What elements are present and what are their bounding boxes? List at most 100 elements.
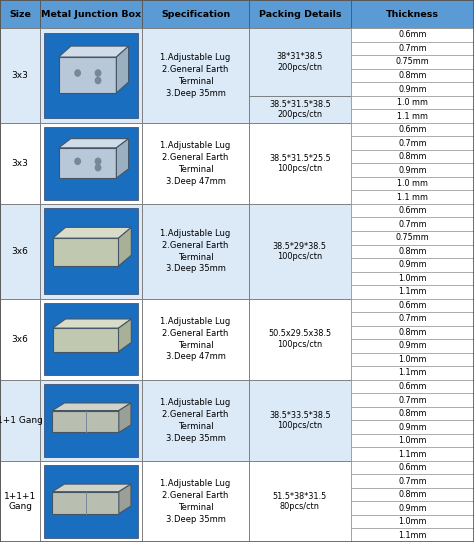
Bar [0, 299, 40, 380]
Bar [351, 420, 474, 434]
Text: 0.6mm: 0.6mm [398, 382, 427, 391]
Circle shape [95, 164, 101, 171]
Bar [351, 96, 474, 109]
Text: 0.7mm: 0.7mm [398, 139, 427, 147]
Text: 3x6: 3x6 [12, 247, 28, 256]
Bar [0, 380, 40, 461]
Text: Specification: Specification [161, 10, 230, 18]
Bar [351, 380, 474, 393]
Bar [351, 177, 474, 190]
Text: 1.0 mm: 1.0 mm [397, 179, 428, 188]
Text: 1+1 Gang: 1+1 Gang [0, 416, 43, 425]
Text: 0.7mm: 0.7mm [398, 220, 427, 229]
Bar [351, 285, 474, 299]
Bar [351, 258, 474, 272]
Bar [249, 123, 351, 204]
Text: 1+1+1
Gang: 1+1+1 Gang [4, 492, 36, 511]
Text: Size: Size [9, 10, 31, 18]
Text: 0.6mm: 0.6mm [398, 30, 427, 40]
Bar [44, 33, 138, 119]
Text: 51.5*38*31.5
80pcs/ctn: 51.5*38*31.5 80pcs/ctn [273, 492, 327, 511]
Bar [249, 461, 351, 542]
Polygon shape [52, 403, 131, 411]
Circle shape [75, 158, 81, 164]
Circle shape [95, 70, 101, 76]
Text: 0.9mm: 0.9mm [398, 166, 427, 175]
Text: 0.6mm: 0.6mm [398, 206, 427, 215]
Polygon shape [59, 139, 128, 148]
Text: 0.8mm: 0.8mm [398, 490, 427, 499]
Text: 38.5*33.5*38.5
100pcs/ctn: 38.5*33.5*38.5 100pcs/ctn [269, 411, 331, 430]
Bar [351, 0, 474, 28]
Polygon shape [118, 227, 131, 266]
Bar [351, 231, 474, 244]
Text: 0.8mm: 0.8mm [398, 328, 427, 337]
Bar [249, 299, 351, 380]
Text: 1.1mm: 1.1mm [398, 450, 427, 459]
Text: 1.Adjustable Lug
2.General Earth
Terminal
3.Deep 47mm: 1.Adjustable Lug 2.General Earth Termina… [160, 317, 231, 362]
Text: 1.Adjustable Lug
2.General Earth
Terminal
3.Deep 35mm: 1.Adjustable Lug 2.General Earth Termina… [160, 398, 231, 442]
Bar [40, 204, 142, 299]
Bar [0, 28, 40, 123]
Bar [351, 42, 474, 55]
Bar [0, 461, 40, 542]
Bar [351, 204, 474, 217]
Bar [351, 447, 474, 461]
Bar [142, 28, 249, 123]
Bar [142, 299, 249, 380]
Text: 0.75mm: 0.75mm [395, 57, 429, 67]
Bar [351, 244, 474, 258]
Text: 0.6mm: 0.6mm [398, 125, 427, 134]
Bar [249, 28, 351, 96]
Polygon shape [119, 403, 131, 433]
Bar [351, 515, 474, 528]
Text: 1.Adjustable Lug
2.General Earth
Terminal
3.Deep 35mm: 1.Adjustable Lug 2.General Earth Termina… [160, 53, 231, 98]
Bar [40, 0, 142, 28]
Bar [249, 96, 351, 123]
Text: 38*31*38.5
200pcs/ctn: 38*31*38.5 200pcs/ctn [276, 52, 323, 72]
Polygon shape [117, 46, 128, 93]
Text: 0.9mm: 0.9mm [398, 423, 427, 431]
Bar [0, 123, 40, 204]
FancyBboxPatch shape [59, 148, 117, 178]
Text: 1.0 mm: 1.0 mm [397, 98, 428, 107]
Text: 38.5*31.5*25.5
100pcs/ctn: 38.5*31.5*25.5 100pcs/ctn [269, 154, 331, 173]
Bar [40, 28, 142, 123]
Text: 1.1mm: 1.1mm [398, 531, 427, 540]
Bar [351, 163, 474, 177]
Text: 0.7mm: 0.7mm [398, 396, 427, 404]
Bar [351, 150, 474, 163]
Polygon shape [118, 319, 131, 352]
Bar [249, 204, 351, 299]
Text: 3x3: 3x3 [12, 159, 28, 168]
Bar [351, 109, 474, 123]
Text: 1.1 mm: 1.1 mm [397, 112, 428, 120]
Bar [351, 190, 474, 204]
Text: 1.0mm: 1.0mm [398, 517, 427, 526]
Polygon shape [59, 46, 128, 57]
Bar [351, 488, 474, 501]
Bar [142, 123, 249, 204]
Bar [351, 69, 474, 82]
Text: 0.8mm: 0.8mm [398, 152, 427, 161]
Polygon shape [117, 139, 128, 178]
Polygon shape [119, 484, 131, 514]
Bar [40, 299, 142, 380]
Bar [44, 303, 138, 376]
Text: Packing Details: Packing Details [258, 10, 341, 18]
Bar [351, 393, 474, 407]
FancyBboxPatch shape [59, 57, 117, 93]
Bar [40, 380, 142, 461]
Bar [351, 82, 474, 96]
Polygon shape [53, 319, 131, 328]
Bar [40, 461, 142, 542]
Text: 1.0mm: 1.0mm [398, 436, 427, 445]
Bar [351, 434, 474, 447]
Bar [249, 380, 351, 461]
Text: 1.1mm: 1.1mm [398, 369, 427, 377]
Text: 38.5*29*38.5
100pcs/ctn: 38.5*29*38.5 100pcs/ctn [273, 242, 327, 261]
Bar [351, 339, 474, 353]
Text: 1.0mm: 1.0mm [398, 355, 427, 364]
Bar [351, 272, 474, 285]
Text: 0.8mm: 0.8mm [398, 71, 427, 80]
